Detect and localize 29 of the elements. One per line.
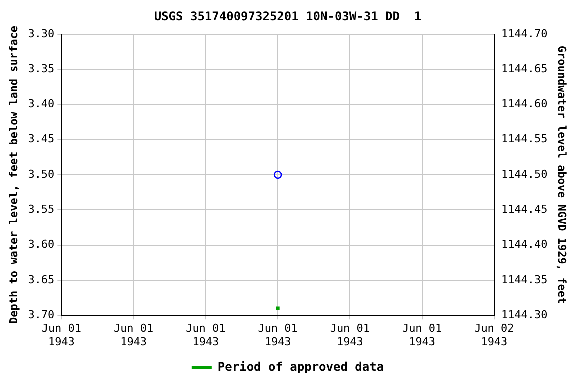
y2-tick-label: 1144.60 (501, 98, 548, 111)
y-tick-label: 3.55 (28, 203, 55, 216)
y2-tick-label: 1144.30 (501, 308, 548, 322)
y-tick-label: 3.35 (28, 62, 55, 76)
y2-tick-label: 1144.40 (501, 238, 548, 252)
x-tick-label: Jun 02 1943 (474, 322, 514, 348)
y2-tick-label: 1144.70 (501, 27, 548, 40)
chart-title: USGS 351740097325201 10N-03W-31 DD 1 (154, 9, 422, 24)
y2-axis-title: Groundwater level above NGVD 1929, feet (556, 46, 569, 304)
x-tick-label: Jun 01 1943 (258, 322, 298, 348)
x-tick-label: Jun 01 1943 (330, 322, 370, 348)
y2-tick-label: 1144.50 (501, 168, 548, 181)
y-tick-label: 3.50 (28, 168, 55, 181)
y-tick-label: 3.70 (28, 308, 55, 322)
x-tick-label: Jun 01 1943 (186, 322, 226, 348)
y2-tick-label: 1144.65 (501, 62, 548, 76)
x-tick-label: Jun 01 1943 (114, 322, 154, 348)
y-tick-label: 3.45 (28, 132, 55, 146)
y-tick-label: 3.40 (28, 98, 55, 111)
x-tick-label: Jun 01 1943 (42, 322, 82, 348)
x-tick-label: Jun 01 1943 (402, 322, 442, 348)
legend-label: Period of approved data (218, 360, 384, 374)
y-axis-title: Depth to water level, feet below land surface (7, 26, 20, 324)
y2-tick-label: 1144.35 (501, 273, 548, 286)
y2-tick-label: 1144.55 (501, 132, 548, 146)
y2-tick-label: 1144.45 (501, 203, 548, 216)
y-tick-label: 3.65 (28, 273, 55, 286)
y-tick-label: 3.60 (28, 238, 55, 252)
y-tick-label: 3.30 (28, 27, 55, 40)
